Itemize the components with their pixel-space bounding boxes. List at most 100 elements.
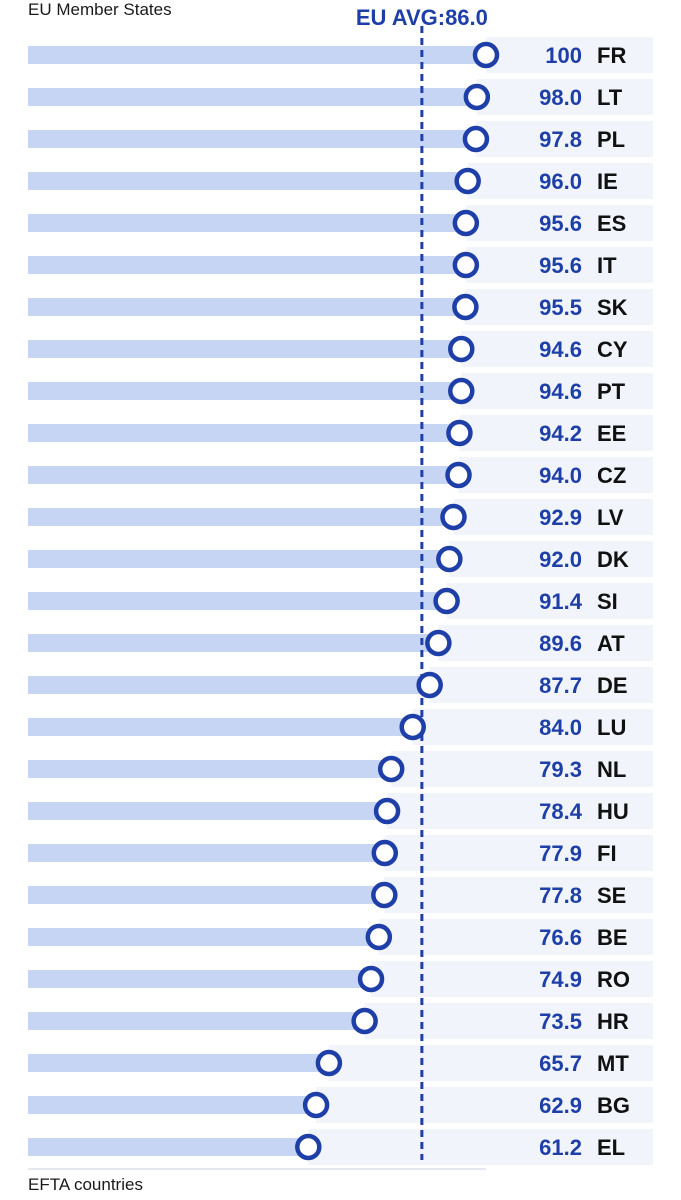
category-label-hr: HR <box>597 1009 629 1034</box>
category-label-lt: LT <box>597 85 623 110</box>
row-background-ro <box>371 961 653 997</box>
bar-ie <box>28 172 468 190</box>
value-label-pl: 97.8 <box>539 127 582 152</box>
marker-lv <box>440 503 467 531</box>
value-label-dk: 92.0 <box>539 547 582 572</box>
bar-cy <box>28 340 462 358</box>
bar-hr <box>28 1012 365 1030</box>
bar-fi <box>28 844 385 862</box>
value-label-cz: 94.0 <box>539 463 582 488</box>
value-label-mt: 65.7 <box>539 1051 582 1076</box>
marker-sk <box>452 293 479 321</box>
row-background-ee <box>459 415 653 451</box>
bar-it <box>28 256 466 274</box>
marker-it <box>452 251 480 279</box>
row-background-sk <box>465 289 653 325</box>
bar-se <box>28 886 385 904</box>
value-label-si: 91.4 <box>539 589 583 614</box>
marker-be <box>365 923 393 951</box>
row-background-cy <box>461 331 653 367</box>
value-label-pt: 94.6 <box>539 379 582 404</box>
bar-si <box>28 592 447 610</box>
row-background-se <box>384 877 653 913</box>
row-background-fr <box>486 37 653 73</box>
row-background-bg <box>316 1087 653 1123</box>
marker-lt <box>463 83 491 111</box>
bar-pl <box>28 130 476 148</box>
category-label-es: ES <box>597 211 626 236</box>
row-background-fi <box>384 835 653 871</box>
marker-pt <box>448 377 475 405</box>
bar-lu <box>28 718 413 736</box>
value-label-ro: 74.9 <box>539 967 582 992</box>
row-background-cz <box>458 457 653 493</box>
row-background-lt <box>476 79 653 115</box>
row-background-at <box>438 625 653 661</box>
marker-cy <box>448 335 475 363</box>
category-label-hu: HU <box>597 799 629 824</box>
row-background-pl <box>475 121 653 157</box>
bar-nl <box>28 760 392 778</box>
category-label-fr: FR <box>597 43 626 68</box>
value-label-cy: 94.6 <box>539 337 582 362</box>
row-background-mt <box>328 1045 653 1081</box>
value-label-se: 77.8 <box>539 883 582 908</box>
value-label-bg: 62.9 <box>539 1093 582 1118</box>
category-label-at: AT <box>597 631 625 656</box>
value-label-be: 76.6 <box>539 925 582 950</box>
marker-lu <box>399 713 426 741</box>
row-background-hu <box>387 793 653 829</box>
section-title: EU Member States <box>28 0 172 19</box>
row-background-lu <box>412 709 653 745</box>
bar-ro <box>28 970 372 988</box>
marker-dk <box>436 545 463 573</box>
category-label-bg: BG <box>597 1093 630 1118</box>
bar-sk <box>28 298 466 316</box>
bar-es <box>28 214 466 232</box>
category-label-lv: LV <box>597 505 624 530</box>
value-label-hr: 73.5 <box>539 1009 582 1034</box>
row-background-ie <box>467 163 653 199</box>
chart-markers <box>295 41 500 1161</box>
category-label-nl: NL <box>597 757 626 782</box>
category-label-it: IT <box>597 253 617 278</box>
bar-ee <box>28 424 460 442</box>
marker-pl <box>462 125 490 153</box>
marker-ee <box>446 419 473 447</box>
bar-dk <box>28 550 450 568</box>
marker-ro <box>357 965 385 993</box>
value-label-ee: 94.2 <box>539 421 582 446</box>
category-label-el: EL <box>597 1135 625 1160</box>
marker-ie <box>454 167 481 195</box>
marker-es <box>452 209 480 237</box>
value-label-lv: 92.9 <box>539 505 582 530</box>
row-background-de <box>429 667 653 703</box>
category-label-ee: EE <box>597 421 626 446</box>
row-background-pt <box>461 373 653 409</box>
row-background-si <box>446 583 653 619</box>
marker-mt <box>315 1049 343 1077</box>
bar-pt <box>28 382 462 400</box>
marker-hr <box>351 1007 378 1035</box>
category-label-se: SE <box>597 883 626 908</box>
value-label-ie: 96.0 <box>539 169 582 194</box>
bar-at <box>28 634 439 652</box>
value-label-lt: 98.0 <box>539 85 582 110</box>
row-background-it <box>465 247 653 283</box>
category-label-cz: CZ <box>597 463 626 488</box>
value-label-es: 95.6 <box>539 211 582 236</box>
bar-de <box>28 676 430 694</box>
value-label-sk: 95.5 <box>539 295 582 320</box>
bar-hu <box>28 802 388 820</box>
category-label-ie: IE <box>597 169 618 194</box>
marker-fr <box>472 41 500 69</box>
category-label-de: DE <box>597 673 628 698</box>
category-label-lu: LU <box>597 715 626 740</box>
category-label-si: SI <box>597 589 618 614</box>
value-label-at: 89.6 <box>539 631 582 656</box>
value-label-lu: 84.0 <box>539 715 582 740</box>
marker-fi <box>371 839 399 867</box>
marker-nl <box>377 755 405 783</box>
marker-de <box>416 671 443 699</box>
